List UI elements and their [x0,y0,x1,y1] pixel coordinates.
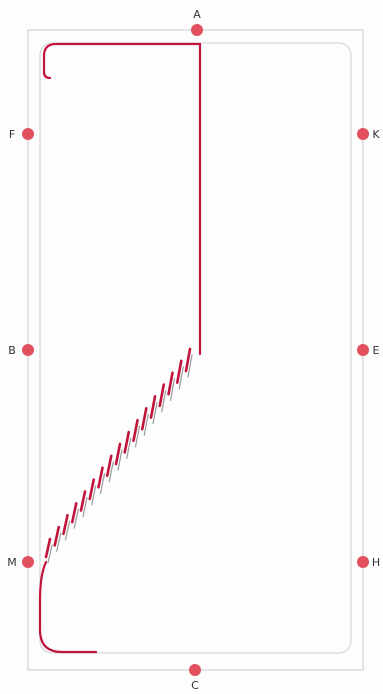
stitch-mark [175,359,183,384]
stitch-mark [158,383,166,408]
stitch-shadow [143,413,149,436]
stitch-shadow [169,378,176,401]
point-a-label: A [193,8,201,21]
stitch-mark [167,371,174,396]
inner-rounded-frame [39,42,352,654]
point-k-label: K [372,128,380,141]
outer-frame [27,29,364,671]
point-c-marker [189,664,201,676]
point-a-marker [191,24,203,36]
point-m-marker [22,556,34,568]
stitch-mark [184,347,192,373]
stitch-shadow [152,401,158,425]
point-k-marker [357,128,369,140]
point-m-label: M [7,556,17,569]
bottom-sewing-path [38,560,98,654]
stitch-mark [114,442,122,466]
stitch-shadow [73,508,79,529]
stitch-mark [105,454,113,477]
stitch-shadow [187,354,193,378]
stitch-shadow [117,449,123,471]
stitch-shadow [64,520,71,541]
stitch-shadow [56,532,62,552]
point-h-marker [357,556,369,568]
stitch-mark [44,537,52,559]
point-c-label: C [191,679,199,692]
stitch-mark [140,407,148,431]
point-h-label: H [372,556,380,569]
diagonal-stitch-group [44,347,193,564]
stitch-mark [79,490,87,512]
stitch-shadow [91,485,97,506]
stitch-mark [53,525,61,547]
stitch-mark [132,418,139,443]
point-e-marker [357,344,369,356]
point-b-label: B [8,344,16,357]
point-f-label: F [9,128,15,141]
point-f-marker [22,128,34,140]
stitch-shadow [47,544,53,564]
point-e-label: E [373,344,380,357]
stitch-shadow [126,437,132,459]
stitch-shadow [82,496,88,518]
stitch-shadow [178,366,184,390]
reference-points: A F K B E M H C [7,8,380,692]
stitch-shadow [134,425,141,448]
stitch-shadow [161,390,167,413]
stitch-shadow [108,461,114,483]
stitch-mark [97,466,104,489]
stitch-mark [149,395,157,419]
stitch-mark [62,513,69,536]
stitch-shadow [99,473,106,494]
point-b-marker [22,344,34,356]
stitch-mark [123,430,131,454]
stitch-mark [70,502,78,524]
stitch-mark [88,478,96,501]
top-sewing-path [42,42,202,80]
